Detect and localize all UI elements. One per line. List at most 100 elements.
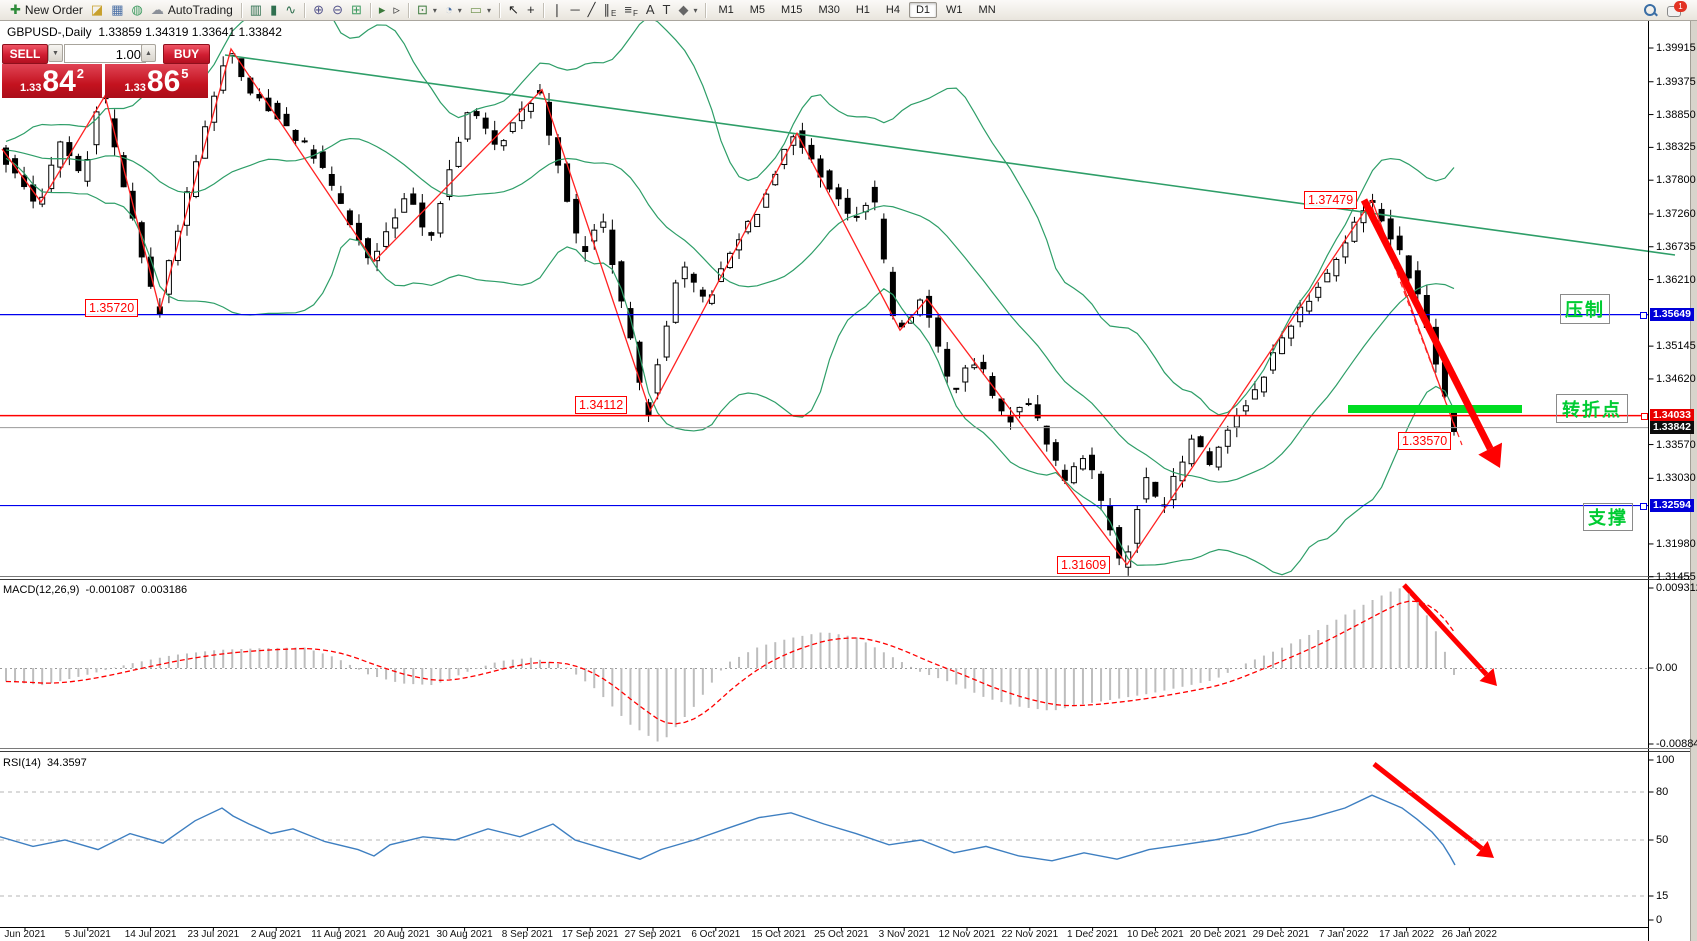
annotation-arrow[interactable] [1360,198,1494,451]
annotation-arrow[interactable] [1372,762,1484,851]
swing-price-tag[interactable]: 1.35720 [85,299,139,317]
autotrading-button-label: AutoTrading [167,3,233,17]
price-axis-tick: 1.33030 [1656,472,1696,485]
signals-icon[interactable]: ◍ [128,1,147,19]
annotation-arrowhead [1475,840,1494,858]
volume-input[interactable] [64,44,146,63]
journal-icon[interactable]: ◪ [87,1,107,19]
buy-button[interactable]: BUY [163,44,210,64]
sell-price-display[interactable]: 1.33 84 2 [2,64,102,98]
date-axis-label: 12 Nov 2021 [938,929,996,940]
trendline-icon[interactable]: ╱ [584,1,600,19]
new-chart-icon-dropdown[interactable]: ▾ [432,5,437,15]
volume-decrease-button[interactable]: ▼ [48,44,63,62]
tile-windows-icon: ⊞ [350,2,362,17]
pivot-label[interactable]: 转折点 [1556,394,1628,423]
chart-area[interactable] [0,21,1648,927]
equidistant-channel-icon: ∥ [603,2,611,17]
autotrading-button[interactable]: ☁ AutoTrading [147,1,237,19]
horizontal-line-icon: ─ [570,2,580,17]
descending-trendline[interactable] [224,54,1676,256]
new-chart-icon[interactable]: ⊡ ▾ [413,1,441,19]
text-icon[interactable]: A [642,1,659,19]
timeframe-button-m15[interactable]: M15 [781,4,803,16]
pivot-highlight-bar[interactable] [1348,405,1522,413]
support-label[interactable]: 支撑 [1583,503,1633,531]
annotation-arrowhead [1479,668,1497,686]
toolbar-separator [542,2,544,18]
price-axis-tick: 1.31455 [1656,570,1696,583]
arrows-icon-dropdown[interactable]: ▾ [693,5,698,15]
line-chart-icon[interactable]: ∿ [281,1,300,19]
resistance-label[interactable]: 压制 [1560,294,1610,324]
chart-title: GBPUSD-,Daily 1.33859 1.34319 1.33641 1.… [7,25,282,39]
date-axis-label: 20 Aug 2021 [373,929,430,940]
line-handle[interactable] [1641,413,1648,421]
timeframe-button-mn[interactable]: MN [978,4,996,16]
new-order-button[interactable]: ✚ New Order [6,1,87,19]
price-axis-tick: 1.36735 [1656,240,1696,253]
window-edge-strip [1690,21,1697,941]
candlestick-chart-icon[interactable]: ▮ [266,1,281,19]
timeframe-button-h1[interactable]: H1 [855,4,870,16]
chat-icon[interactable]: 1 [1667,0,1687,17]
text-label-icon[interactable]: T [659,1,675,19]
macd-axis-label: 0.00 [1656,662,1678,674]
swing-price-tag[interactable]: 1.34112 [575,396,628,414]
periods-icon: ◔ [444,2,453,17]
new-order-button-label: New Order [24,3,83,17]
market-watch-icon[interactable]: ▦ [107,1,127,19]
timeframe-button-m5[interactable]: M5 [749,4,766,16]
periods-icon-dropdown[interactable]: ▾ [457,5,462,15]
bar-chart-icon[interactable]: ▥ [246,1,266,19]
templates-icon[interactable]: ▭ ▾ [466,1,495,19]
date-axis-label: 2 Aug 2021 [250,929,302,940]
date-axis-label: Jun 2021 [4,929,46,940]
timeframe-button-w1[interactable]: W1 [946,4,963,16]
fibonacci-icon-sub: F [632,8,638,18]
macd-signal-line [5,600,1455,725]
zoom-out-icon[interactable]: ⊖ [328,1,347,19]
arrows-icon[interactable]: ◆ ▾ [674,1,701,19]
fibonacci-icon[interactable]: ≡ F [620,1,641,19]
periods-icon[interactable]: ◔ ▾ [441,1,466,19]
horizontal-line-icon[interactable]: ─ [566,1,583,19]
zigzag-line [1,47,1456,566]
price-axis-tick: 1.39375 [1656,75,1696,88]
auto-scroll-icon: ▸ [378,2,386,17]
timeframe-button-h4[interactable]: H4 [885,4,900,16]
line-handle[interactable] [1640,503,1647,511]
vertical-line-icon[interactable]: ❘ [548,1,567,19]
annotation-arrow[interactable] [1402,583,1489,677]
date-axis-label: 25 Oct 2021 [814,929,869,940]
search-icon[interactable] [1643,3,1658,17]
auto-scroll-icon[interactable]: ▸ [375,1,390,19]
journal-icon: ◪ [90,2,104,17]
equidistant-channel-icon-sub: E [611,8,617,18]
zoom-in-icon[interactable]: ⊕ [309,1,328,19]
chart-shift-icon[interactable]: ▹ [389,1,404,19]
toolbar-separator [304,2,306,18]
date-axis-label: 30 Aug 2021 [436,929,493,940]
timeframe-button-d1[interactable]: D1 [908,2,938,18]
rsi-axis-label: 80 [1656,786,1669,798]
cursor-icon[interactable]: ↖ [504,1,523,19]
price-axis-tick: 1.38850 [1656,108,1696,121]
sell-price-sup: 2 [76,66,85,81]
timeframe-button-m30[interactable]: M30 [818,4,840,16]
swing-price-tag[interactable]: 1.31609 [1057,556,1111,574]
line-handle[interactable] [1640,312,1647,320]
swing-price-tag[interactable]: 1.37479 [1304,191,1358,209]
vertical-line-icon: ❘ [551,2,563,17]
swing-price-tag[interactable]: 1.33570 [1398,432,1452,450]
volume-increase-button[interactable]: ▲ [141,44,156,62]
buy-price-display[interactable]: 1.33 86 5 [105,64,208,98]
crosshair-icon[interactable]: + [523,1,539,19]
equidistant-channel-icon[interactable]: ∥ E [600,1,621,19]
templates-icon-dropdown[interactable]: ▾ [487,5,492,15]
timeframe-button-m1[interactable]: M1 [718,4,734,16]
text-icon: A [645,2,655,17]
sell-button[interactable]: SELL [2,44,48,64]
tile-windows-icon[interactable]: ⊞ [347,1,366,19]
